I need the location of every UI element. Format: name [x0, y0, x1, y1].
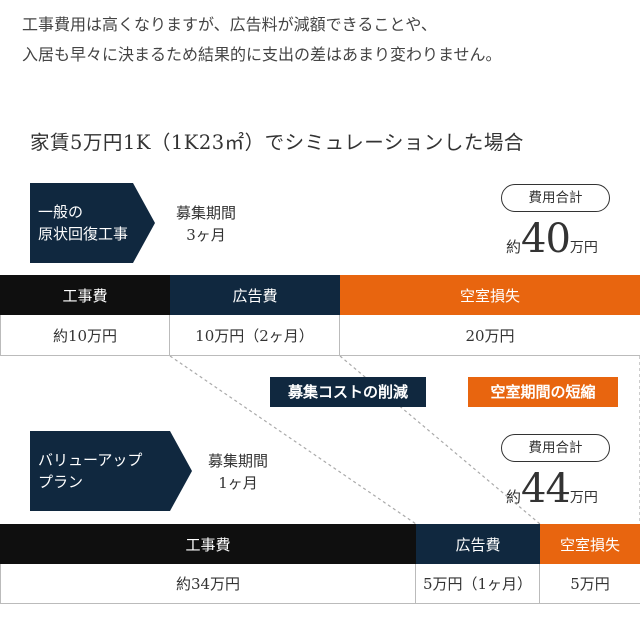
plan-valueup-header-ad: 広告費: [416, 524, 540, 564]
plan-valueup-total: 約44万円: [506, 466, 598, 512]
plan-valueup-total-prefix: 約: [506, 488, 522, 506]
plan-valueup-label-line2: プラン: [38, 473, 84, 491]
plan-general-period-label: 募集期間: [175, 204, 236, 222]
plan-valueup-value-ad: 5万円（1ヶ月）: [416, 564, 540, 604]
plan-valueup-value-vacancy: 5万円: [540, 564, 640, 604]
plan-general-label-line2: 原状回復工事: [38, 225, 129, 243]
intro-line-1: 工事費用は高くなりますが、広告料が減額できることや、: [22, 15, 437, 34]
plan-general-total-value: 40: [521, 216, 571, 262]
plan-general-header-construction: 工事費: [0, 275, 170, 315]
plan-valueup-total-unit: 万円: [569, 490, 598, 506]
plan-general-period-value: 3ヶ月: [186, 226, 226, 244]
plan-general-value-construction: 約10万円: [0, 315, 170, 356]
plan-valueup-header-construction: 工事費: [0, 524, 416, 564]
plan-general-total: 約40万円: [506, 216, 598, 262]
plan-general-period: 募集期間 3ヶ月: [164, 202, 248, 246]
plan-general-value-vacancy: 20万円: [340, 315, 640, 356]
ad-cost-guide-left: [169, 355, 417, 525]
plan-valueup-label-line1: バリューアップ: [38, 451, 143, 469]
plan-valueup-header-vacancy: 空室損失: [540, 524, 640, 564]
plan-valueup-period: 募集期間 1ヶ月: [196, 450, 280, 494]
badge-recruit-cost-reduction: 募集コストの削減: [270, 377, 426, 407]
intro-line-2: 入居も早々に決まるため結果的に支出の差はあまり変わりません。: [22, 45, 502, 64]
plan-general-total-prefix: 約: [506, 238, 522, 256]
simulation-title: 家賃5万円1K（1K23㎡）でシミュレーションした場合: [30, 131, 524, 154]
plan-general-header-ad: 広告費: [170, 275, 340, 315]
plan-general-value-row: 約10万円 10万円（2ヶ月） 20万円: [0, 315, 640, 356]
plan-valueup-period-label: 募集期間: [207, 452, 268, 470]
plan-general-total-unit: 万円: [569, 240, 598, 256]
plan-general-header-vacancy: 空室損失: [340, 275, 640, 315]
plan-general-label: 一般の 原状回復工事: [30, 183, 155, 263]
plan-valueup-value-row: 約34万円 5万円（1ヶ月） 5万円: [0, 564, 640, 604]
plan-valueup-value-construction: 約34万円: [0, 564, 416, 604]
plan-valueup-period-value: 1ヶ月: [218, 474, 258, 492]
plan-general-value-ad: 10万円（2ヶ月）: [170, 315, 340, 356]
plan-valueup-total-pill: 費用合計: [501, 434, 610, 462]
plan-general-total-pill: 費用合計: [501, 184, 610, 212]
plan-general-label-line1: 一般の: [38, 203, 84, 221]
plan-general-header-row: 工事費 広告費 空室損失: [0, 275, 640, 315]
plan-valueup-label: バリューアップ プラン: [30, 431, 192, 511]
badge-vacancy-period-reduction: 空室期間の短縮: [468, 377, 618, 407]
plan-valueup-total-value: 44: [521, 466, 571, 512]
intro-text: 工事費用は高くなりますが、広告料が減額できることや、 入居も早々に決まるため結果…: [22, 10, 622, 70]
plan-valueup-header-row: 工事費 広告費 空室損失: [0, 524, 640, 564]
